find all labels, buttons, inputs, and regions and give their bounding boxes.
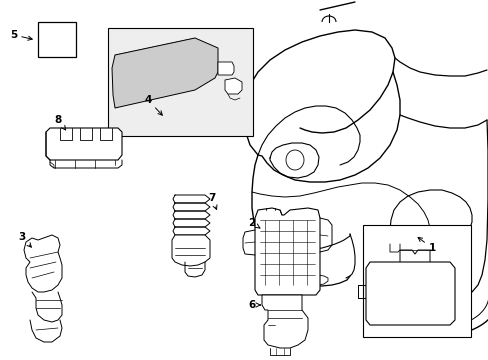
Text: 5: 5 — [10, 30, 32, 40]
Polygon shape — [112, 38, 218, 108]
Polygon shape — [224, 78, 242, 94]
Text: 1: 1 — [417, 237, 435, 253]
Bar — [362, 225, 470, 337]
Text: 4: 4 — [144, 95, 162, 115]
Text: 8: 8 — [54, 115, 65, 130]
Bar — [108, 28, 252, 136]
Polygon shape — [172, 235, 209, 266]
Bar — [38, 22, 76, 57]
Text: 3: 3 — [19, 232, 31, 247]
Polygon shape — [254, 208, 319, 295]
Text: 7: 7 — [208, 193, 217, 210]
Polygon shape — [262, 295, 307, 348]
Text: 6: 6 — [248, 300, 260, 310]
Polygon shape — [24, 235, 62, 292]
Polygon shape — [218, 62, 234, 75]
Polygon shape — [365, 262, 454, 325]
Polygon shape — [46, 128, 122, 160]
Text: 2: 2 — [248, 218, 259, 228]
